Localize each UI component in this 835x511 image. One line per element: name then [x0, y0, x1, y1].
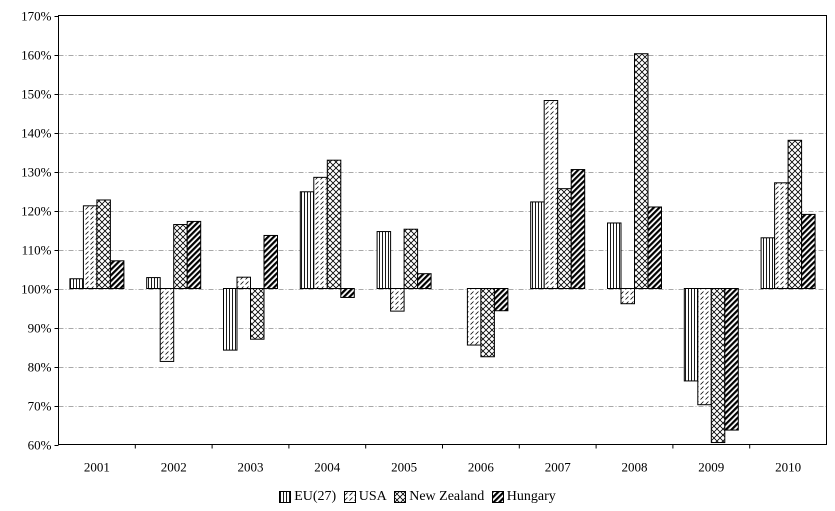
legend-swatch-eu27 [279, 491, 292, 503]
bar-eu-27--2004 [299, 191, 315, 289]
y-tick-label: 150% [21, 87, 52, 102]
bar-usa-2003 [236, 276, 251, 290]
bar-new-zealand-2001 [96, 199, 111, 289]
bar-new-zealand-2002 [173, 224, 188, 289]
legend-label-new-zealand: New Zealand [409, 489, 485, 504]
bar-eu-27--2002 [146, 277, 161, 289]
bar-usa-2007 [543, 100, 559, 289]
bar-usa-2006 [466, 288, 482, 346]
bar-hungary-2005 [417, 273, 432, 289]
bar-hungary-2001 [109, 260, 125, 289]
y-tick-label: 70% [28, 399, 52, 414]
x-tick-label: 2009 [698, 460, 724, 475]
y-tick-label: 80% [28, 360, 52, 375]
legend-item-hungary: Hungary [491, 489, 556, 505]
bar-usa-2009 [697, 288, 712, 406]
gridlines [58, 55, 827, 407]
legend-label-usa: USA [358, 489, 387, 504]
bar-chart: 60% 70% 80% 90% 100% 110% 120% 130% 140% 150% 160%… [21, 9, 827, 475]
bar-usa-2008 [620, 288, 635, 305]
bar-eu-27--2001 [69, 278, 84, 289]
bar-eu-27--2009 [683, 288, 699, 382]
y-tick-label: 130% [21, 165, 52, 180]
y-tick-label: 120% [21, 204, 52, 219]
bar-new-zealand-2010 [787, 139, 803, 289]
bar-usa-2005 [390, 288, 405, 312]
y-tick-label: 110% [22, 243, 52, 258]
bar-eu-27--2008 [607, 222, 622, 289]
bar-hungary-2003 [263, 234, 278, 290]
legend-label-eu27: EU(27) [294, 489, 337, 504]
y-axis-tick-labels: 60% 70% 80% 90% 100% 110% 120% 130% 140% 150% 160%… [21, 9, 52, 453]
x-tick-label: 2010 [775, 460, 801, 475]
legend: EU(27) USA New Zealand Hungary [0, 489, 835, 508]
x-axis-tick-labels: 2001 2002 2003 2004 2005 2006 2007 2008 2009 2010 [84, 460, 801, 475]
bar-usa-2010 [774, 182, 789, 289]
bar-hungary-2006 [493, 288, 509, 312]
bar-usa-2001 [82, 205, 98, 290]
bar-new-zealand-2005 [403, 228, 419, 289]
bar-hungary-2008 [647, 206, 662, 290]
legend-item-eu27: EU(27) [279, 489, 336, 505]
y-tick-label: 160% [21, 48, 52, 63]
bar-eu-27--2005 [376, 231, 392, 289]
bar-new-zealand-2009 [710, 288, 726, 444]
legend-swatch-usa [343, 491, 356, 503]
x-tick-label: 2007 [545, 460, 572, 475]
x-tick-label: 2006 [468, 460, 495, 475]
bar-eu-27--2010 [760, 237, 776, 290]
y-tick-label: 90% [28, 321, 52, 336]
bar-usa-2004 [313, 176, 328, 290]
y-tick-label: 60% [28, 438, 52, 453]
x-tick-label: 2003 [238, 460, 264, 475]
bar-new-zealand-2004 [326, 159, 342, 289]
bar-eu-27--2007 [530, 201, 545, 289]
x-tick-label: 2002 [161, 460, 187, 475]
axes [54, 15, 827, 449]
bar-eu-27--2003 [223, 288, 238, 351]
bar-new-zealand-2008 [634, 53, 649, 289]
plot-area-frame [58, 15, 827, 445]
legend-label-hungary: Hungary [506, 489, 556, 504]
y-tick-label: 100% [21, 282, 52, 297]
bar-hungary-2010 [801, 213, 816, 289]
bar-usa-2002 [159, 288, 175, 362]
bar-new-zealand-2006 [480, 288, 495, 358]
x-tick-label: 2004 [314, 460, 341, 475]
x-tick-label: 2001 [84, 460, 110, 475]
y-tick-label: 140% [21, 126, 52, 141]
bar-hungary-2007 [570, 169, 586, 289]
legend-item-new-zealand: New Zealand [394, 489, 484, 505]
y-tick-label: 170% [21, 9, 52, 24]
bars [69, 53, 816, 444]
bar-hungary-2004 [340, 288, 355, 298]
bar-new-zealand-2003 [250, 288, 265, 340]
x-tick-label: 2008 [622, 460, 648, 475]
legend-swatch-new-zealand [394, 491, 407, 503]
bar-hungary-2009 [724, 288, 739, 431]
legend-item-usa: USA [343, 489, 387, 505]
x-tick-label: 2005 [391, 460, 417, 475]
bar-hungary-2002 [186, 220, 202, 289]
legend-swatch-hungary [491, 491, 504, 503]
bar-new-zealand-2007 [557, 188, 572, 289]
